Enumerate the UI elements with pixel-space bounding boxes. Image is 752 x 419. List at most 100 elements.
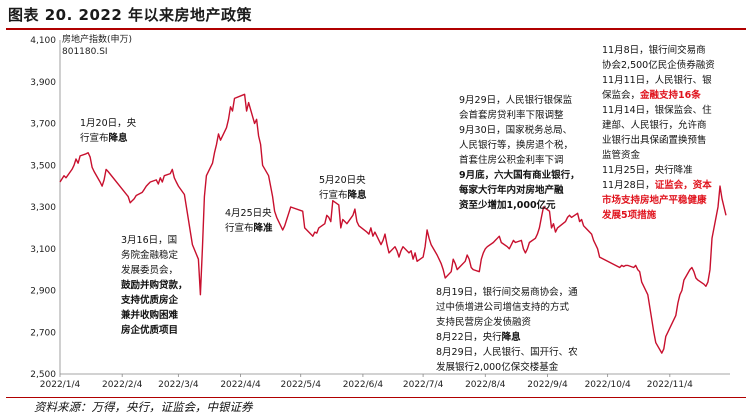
- y-tick-label: 2,900: [30, 287, 56, 297]
- annotation-text: 资至少增加1,000亿元: [459, 200, 556, 211]
- x-tick-label: 2022/7/4: [403, 380, 444, 390]
- annotation-line: 5月20日央: [319, 173, 367, 188]
- annotation-line: 兼并收购困难: [121, 308, 188, 323]
- annotation-line: 9月29日，人民银行银保监: [459, 93, 580, 108]
- annotation-line: 建部、人民银行，允许商: [602, 118, 715, 133]
- annotation-line: 发展银行2,000亿保交楼基金: [436, 360, 578, 375]
- y-tick-label: 4,100: [30, 36, 56, 46]
- x-tick-label: 2022/3/4: [158, 380, 199, 390]
- annotation-line: 监管资金: [602, 148, 715, 163]
- annotation-text: 4月25日央: [225, 208, 272, 219]
- x-tick-label: 2022/11/4: [647, 380, 693, 390]
- annotation-text: 5月20日央: [319, 175, 366, 186]
- annotation-text: 过中债增进公司增信支持的方式: [436, 302, 570, 313]
- annotation-text: 发展委员会，: [121, 265, 179, 276]
- annotation-line: 4月25日央: [225, 206, 273, 221]
- annotation-line: 8月22日，央行降息: [436, 330, 578, 345]
- annotation-text: 3月16日，国: [121, 235, 178, 246]
- x-tick-labels: 2022/1/4 2022/2/4 2022/3/4 2022/4/4 2022/5/4…: [40, 374, 693, 390]
- annotation-line: 行宣布降准: [225, 221, 273, 236]
- annotation-line: 每家大行年内对房地产融: [459, 183, 580, 198]
- annotation-jan20: 1月20日，央行宣布降息: [80, 116, 136, 146]
- annotation-line: 会首套房贷利率下限调整: [459, 108, 580, 123]
- annotation-text: 鼓励并购贷款，: [121, 280, 188, 291]
- annotation-text: 支持优质房企: [121, 295, 179, 306]
- annotation-aug: 8月19日，银行间交易商协会，通 过中债增进公司增信支持的方式 支持民营房企发债融资…: [436, 285, 578, 375]
- annotation-text: 业银行出具保函置换预售: [602, 135, 707, 146]
- annotation-emphasis: 证监会，资本: [654, 180, 712, 191]
- annotation-text: 11月25日，央行降准: [602, 165, 693, 176]
- annotation-nov: 11月8日，银行间交易商 协会2,500亿民企债券融资 11月11日，人民银行、银保…: [602, 43, 715, 223]
- annotation-text: 保监会，: [602, 90, 641, 101]
- chart-axes: [59, 40, 730, 375]
- x-tick-label: 2022/9/4: [527, 380, 568, 390]
- bottom-rule: [6, 397, 746, 398]
- annotation-line: 支持优质房企: [121, 293, 188, 308]
- annotation-text: 11月14日，银保监会、住: [602, 105, 712, 116]
- series-label: 房地产指数(申万) 801180.SI: [62, 34, 132, 58]
- annotation-text: 9月底，六大国有商业银行，: [459, 170, 580, 181]
- annotation-may20: 5月20日央 行宣布降息: [319, 173, 367, 203]
- annotation-text: 8月29日，人民银行、国开行、农: [436, 347, 578, 358]
- annotation-text: 8月19日，银行间交易商协会，通: [436, 287, 578, 298]
- annotation-text: 建部、人民银行，允许商: [602, 120, 707, 131]
- annotation-apr25: 4月25日央 行宣布降准: [225, 206, 273, 236]
- annotation-text: 行宣布: [225, 223, 254, 234]
- annotation-line: 发展委员会，: [121, 263, 188, 278]
- annotation-text: 务院金融稳定: [121, 250, 179, 261]
- y-tick-label: 2,500: [30, 370, 56, 380]
- annotation-line: 8月29日，人民银行、国开行、农: [436, 345, 578, 360]
- y-tick-label: 3,100: [30, 245, 56, 255]
- index-series-line: [59, 93, 727, 354]
- annotation-text: 8月22日，央行: [436, 332, 502, 343]
- annotation-line: 11月11日，人民银行、银: [602, 73, 715, 88]
- x-tick-label: 2022/2/4: [102, 380, 143, 390]
- x-tick-label: 2022/5/4: [281, 380, 322, 390]
- annotation-text: 市场支持房地产平稳健康: [602, 195, 707, 206]
- x-tick-label: 2022/8/4: [465, 380, 506, 390]
- annotation-line: 行宣布降息: [80, 131, 136, 146]
- x-tick-label: 2022/4/4: [220, 380, 261, 390]
- annotation-text: 人民银行等，换房退个税，: [459, 140, 574, 151]
- annotation-text: 9月30日，国家税务总局、: [459, 125, 573, 136]
- series-label-name: 房地产指数(申万): [62, 35, 133, 45]
- annotation-line: 11月28日，证监会，资本: [602, 178, 715, 193]
- annotation-line: 资至少增加1,000亿元: [459, 198, 580, 213]
- annotation-line: 市场支持房地产平稳健康: [602, 193, 715, 208]
- annotation-text: 房企优质项目: [121, 325, 179, 336]
- annotation-text: 协会2,500亿民企债券融资: [602, 60, 715, 71]
- x-tick-label: 2022/6/4: [343, 380, 384, 390]
- annotation-text: 会首套房贷利率下限调整: [459, 110, 564, 121]
- annotation-line: 鼓励并购贷款，: [121, 278, 188, 293]
- annotation-line: 9月底，六大国有商业银行，: [459, 168, 580, 183]
- annotation-line: 协会2,500亿民企债券融资: [602, 58, 715, 73]
- annotation-line: 11月14日，银保监会、住: [602, 103, 715, 118]
- y-tick-label: 3,900: [30, 78, 56, 88]
- y-tick-label: 3,500: [30, 161, 56, 171]
- annotation-line: 1月20日，央: [80, 116, 136, 131]
- annotation-emphasis: 降息: [347, 190, 367, 201]
- annotation-line: 发展5项措施: [602, 208, 715, 223]
- annotation-text: 发展银行2,000亿保交楼基金: [436, 362, 559, 373]
- annotation-line: 9月30日，国家税务总局、: [459, 123, 580, 138]
- annotation-line: 8月19日，银行间交易商协会，通: [436, 285, 578, 300]
- figure-title: 图表 20. 2022 年以来房地产政策: [8, 6, 252, 24]
- annotation-line: 人民银行等，换房退个税，: [459, 138, 580, 153]
- annotation-line: 3月16日，国: [121, 233, 188, 248]
- annotation-emphasis: 降准: [253, 223, 273, 234]
- source-note: 资料来源：万得，央行，证监会，中银证券: [34, 400, 253, 414]
- annotation-emphasis: 金融支持16条: [640, 90, 701, 101]
- annotation-line: 11月8日，银行间交易商: [602, 43, 715, 58]
- annotation-text: 每家大行年内对房地产融: [459, 185, 564, 196]
- annotation-line: 房企优质项目: [121, 323, 188, 338]
- annotation-line: 保监会，金融支持16条: [602, 88, 715, 103]
- annotation-text: 行宣布: [319, 190, 348, 201]
- annotation-text: 首套住房公积金利率下调: [459, 155, 564, 166]
- annotation-text: 兼并收购困难: [121, 310, 179, 321]
- x-tick-label: 2022/10/4: [585, 380, 631, 390]
- annotation-text: 1月20日，央: [80, 118, 137, 129]
- annotation-text: 支持民营房企发债融资: [436, 317, 532, 328]
- annotation-line: 过中债增进公司增信支持的方式: [436, 300, 578, 315]
- annotation-line: 务院金融稳定: [121, 248, 188, 263]
